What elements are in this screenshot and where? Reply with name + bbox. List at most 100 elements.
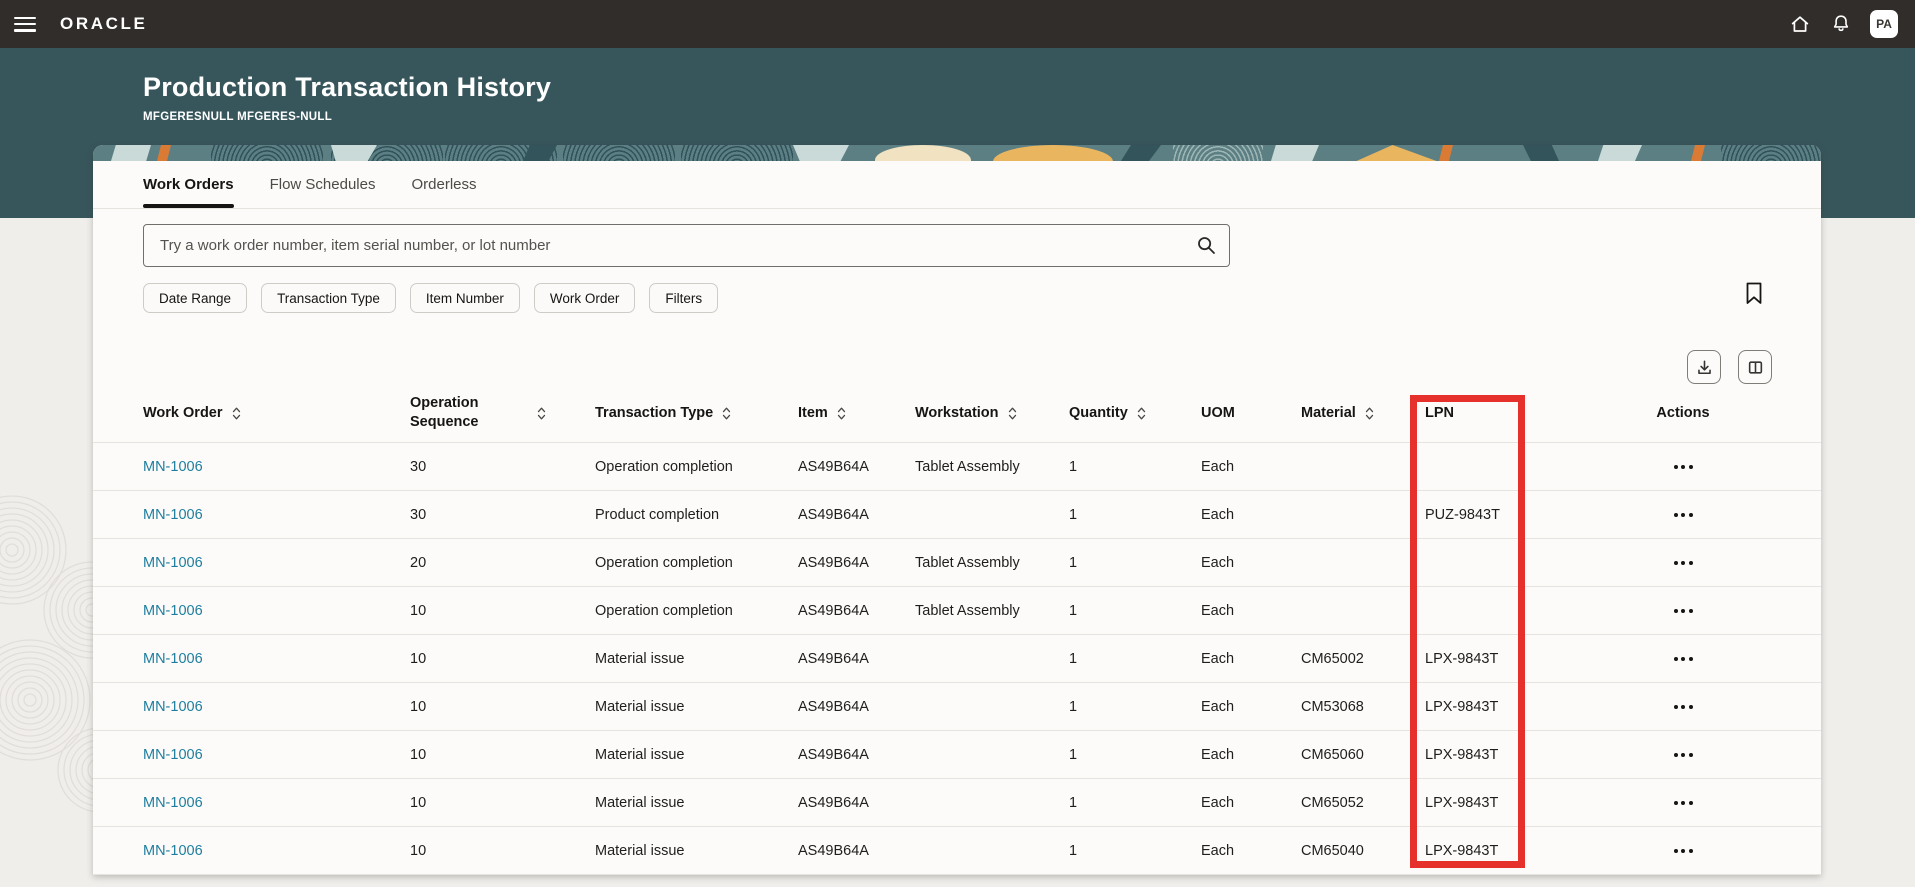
search-box bbox=[143, 224, 1230, 267]
filter-chip-date-range[interactable]: Date Range bbox=[143, 283, 248, 313]
work-order-link[interactable]: MN-1006 bbox=[143, 746, 203, 763]
work-order-link[interactable]: MN-1006 bbox=[143, 554, 203, 571]
work-order-link[interactable]: MN-1006 bbox=[143, 698, 203, 715]
cell-uom: Each bbox=[1201, 795, 1301, 811]
hamburger-menu-icon[interactable] bbox=[14, 16, 36, 32]
column-header-work_order[interactable]: Work Order bbox=[143, 404, 410, 423]
home-icon[interactable] bbox=[1788, 12, 1812, 36]
cell-actions bbox=[1595, 557, 1771, 569]
column-header-transaction_type[interactable]: Transaction Type bbox=[595, 404, 798, 423]
cell-lpn: LPX-9843T bbox=[1425, 795, 1595, 811]
cell-material: CM65052 bbox=[1301, 795, 1425, 811]
cell-work_order: MN-1006 bbox=[143, 603, 410, 619]
table-header: Work Order Operation Sequence Transaction … bbox=[93, 384, 1821, 443]
cell-actions bbox=[1595, 797, 1771, 809]
download-button[interactable] bbox=[1687, 350, 1721, 384]
row-actions-icon[interactable] bbox=[1670, 509, 1697, 521]
cell-text: 20 bbox=[410, 554, 427, 571]
work-order-link[interactable]: MN-1006 bbox=[143, 506, 203, 523]
column-header-operation_sequence[interactable]: Operation Sequence bbox=[410, 394, 595, 432]
cell-material: CM53068 bbox=[1301, 699, 1425, 715]
tab-orderless[interactable]: Orderless bbox=[411, 161, 476, 208]
cell-operation_sequence: 10 bbox=[410, 699, 595, 715]
filter-chip-transaction-type[interactable]: Transaction Type bbox=[261, 283, 396, 313]
table-body: MN-1006 30 Operation completion AS49B64A Tab… bbox=[93, 443, 1821, 875]
cell-operation_sequence: 30 bbox=[410, 507, 595, 523]
cell-text: PUZ-9843T bbox=[1425, 506, 1500, 523]
column-header-actions: Actions bbox=[1595, 404, 1771, 423]
cell-text: 1 bbox=[1069, 794, 1078, 811]
manage-columns-button[interactable] bbox=[1738, 350, 1772, 384]
column-header-workstation[interactable]: Workstation bbox=[915, 404, 1069, 423]
tab-flow-schedules[interactable]: Flow Schedules bbox=[270, 161, 376, 208]
tab-label: Work Orders bbox=[143, 176, 234, 193]
filter-chip-item-number[interactable]: Item Number bbox=[409, 283, 520, 313]
work-order-link[interactable]: MN-1006 bbox=[143, 602, 203, 619]
cell-text: 1 bbox=[1069, 506, 1078, 523]
cell-transaction_type: Product completion bbox=[595, 507, 798, 523]
cell-text: 1 bbox=[1069, 746, 1078, 763]
cell-text: Each bbox=[1201, 506, 1235, 523]
oracle-logo[interactable]: ORACLE bbox=[60, 14, 148, 33]
column-label: Workstation bbox=[915, 404, 999, 421]
cell-workstation: Tablet Assembly bbox=[915, 459, 1069, 475]
cell-text: CM65052 bbox=[1301, 794, 1364, 811]
row-actions-icon[interactable] bbox=[1670, 797, 1697, 809]
sort-icon[interactable] bbox=[537, 406, 546, 421]
bookmark-icon[interactable] bbox=[1744, 281, 1764, 311]
filter-chip-filters[interactable]: Filters bbox=[649, 283, 719, 313]
page-subtitle: MFGERESNULL MFGERES-NULL bbox=[143, 111, 333, 123]
work-order-link[interactable]: MN-1006 bbox=[143, 458, 203, 475]
sort-icon[interactable] bbox=[722, 406, 731, 421]
avatar[interactable]: PA bbox=[1870, 10, 1898, 38]
cell-transaction_type: Operation completion bbox=[595, 555, 798, 571]
table-row: MN-1006 10 Material issue AS49B64A 1 Each CM65… bbox=[93, 827, 1821, 875]
cell-lpn: LPX-9843T bbox=[1425, 699, 1595, 715]
cell-work_order: MN-1006 bbox=[143, 507, 410, 523]
cell-text: CM65002 bbox=[1301, 650, 1364, 667]
row-actions-icon[interactable] bbox=[1670, 557, 1697, 569]
column-label: Work Order bbox=[143, 404, 223, 421]
column-label: Item bbox=[798, 404, 828, 421]
cell-text: AS49B64A bbox=[798, 602, 869, 619]
row-actions-icon[interactable] bbox=[1670, 653, 1697, 665]
row-actions-icon[interactable] bbox=[1670, 605, 1697, 617]
column-label: UOM bbox=[1201, 404, 1235, 421]
tab-label: Flow Schedules bbox=[269, 176, 376, 193]
chip-label: Date Range bbox=[159, 290, 232, 306]
chip-label: Item Number bbox=[425, 290, 504, 306]
cell-text: Each bbox=[1201, 602, 1235, 619]
row-actions-icon[interactable] bbox=[1670, 749, 1697, 761]
cell-actions bbox=[1595, 461, 1771, 473]
table-row: MN-1006 10 Material issue AS49B64A 1 Each CM65… bbox=[93, 635, 1821, 683]
tab-work-orders[interactable]: Work Orders bbox=[143, 161, 234, 208]
search-icon[interactable] bbox=[1196, 235, 1217, 261]
row-actions-icon[interactable] bbox=[1670, 701, 1697, 713]
row-actions-icon[interactable] bbox=[1670, 845, 1697, 857]
sort-icon[interactable] bbox=[1365, 406, 1374, 421]
column-header-material[interactable]: Material bbox=[1301, 404, 1425, 423]
cell-text: LPX-9843T bbox=[1425, 650, 1499, 667]
work-order-link[interactable]: MN-1006 bbox=[143, 794, 203, 811]
sort-icon[interactable] bbox=[837, 406, 846, 421]
cell-text: Each bbox=[1201, 698, 1235, 715]
work-order-link[interactable]: MN-1006 bbox=[143, 650, 203, 667]
search-input[interactable] bbox=[143, 224, 1230, 267]
cell-text: Material issue bbox=[595, 746, 685, 763]
row-actions-icon[interactable] bbox=[1670, 461, 1697, 473]
sort-icon[interactable] bbox=[232, 406, 241, 421]
table-row: MN-1006 30 Product completion AS49B64A 1 Each… bbox=[93, 491, 1821, 539]
column-header-item[interactable]: Item bbox=[798, 404, 915, 423]
sort-icon[interactable] bbox=[1008, 406, 1017, 421]
filter-chip-work-order[interactable]: Work Order bbox=[533, 283, 636, 313]
cell-transaction_type: Material issue bbox=[595, 699, 798, 715]
table-row: MN-1006 10 Material issue AS49B64A 1 Each CM65… bbox=[93, 731, 1821, 779]
bell-icon[interactable] bbox=[1829, 12, 1853, 36]
column-header-quantity[interactable]: Quantity bbox=[1069, 404, 1201, 423]
sort-icon[interactable] bbox=[1137, 406, 1146, 421]
table-row: MN-1006 10 Operation completion AS49B64A Tab… bbox=[93, 587, 1821, 635]
work-order-link[interactable]: MN-1006 bbox=[143, 842, 203, 859]
table-row: MN-1006 20 Operation completion AS49B64A Tab… bbox=[93, 539, 1821, 587]
column-label: Material bbox=[1301, 404, 1356, 421]
cell-text: AS49B64A bbox=[798, 698, 869, 715]
